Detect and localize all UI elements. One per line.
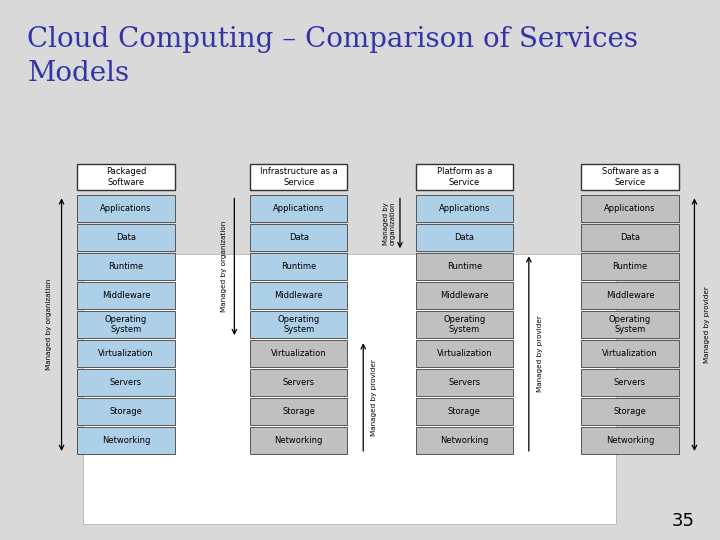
Text: Servers: Servers: [449, 378, 480, 387]
Bar: [78, 340, 174, 367]
Bar: [582, 225, 679, 251]
Bar: [416, 282, 513, 309]
Text: Applications: Applications: [273, 204, 325, 213]
Text: Networking: Networking: [440, 436, 489, 445]
Bar: [251, 195, 347, 222]
Text: Runtime: Runtime: [613, 262, 647, 271]
Bar: [582, 427, 679, 454]
Text: Data: Data: [289, 233, 309, 242]
Bar: [251, 427, 347, 454]
Text: 35: 35: [672, 512, 695, 530]
Text: Managed by provider: Managed by provider: [371, 359, 377, 436]
Bar: [251, 282, 347, 309]
Bar: [251, 312, 347, 338]
Bar: [582, 195, 679, 222]
Text: Operating
System: Operating System: [278, 315, 320, 334]
Bar: [251, 164, 347, 190]
Text: Servers: Servers: [283, 378, 315, 387]
Bar: [416, 399, 513, 425]
Bar: [251, 225, 347, 251]
Bar: [416, 369, 513, 396]
Text: Operating
System: Operating System: [609, 315, 651, 334]
Bar: [78, 164, 174, 190]
Bar: [251, 399, 347, 425]
Text: Operating
System: Operating System: [444, 315, 485, 334]
Bar: [416, 195, 513, 222]
Text: Virtualization: Virtualization: [436, 349, 492, 358]
Text: Software as a
Service: Software as a Service: [601, 167, 659, 187]
Bar: [78, 369, 174, 396]
Bar: [416, 225, 513, 251]
Bar: [582, 399, 679, 425]
Text: Networking: Networking: [274, 436, 323, 445]
Text: Storage: Storage: [613, 407, 647, 416]
Text: Applications: Applications: [100, 204, 152, 213]
Text: Virtualization: Virtualization: [271, 349, 327, 358]
Text: Virtualization: Virtualization: [602, 349, 658, 358]
Text: Runtime: Runtime: [109, 262, 143, 271]
Text: Networking: Networking: [102, 436, 150, 445]
Text: Virtualization: Virtualization: [98, 349, 154, 358]
Text: Cloud Computing – Comparison of Services
Models: Cloud Computing – Comparison of Services…: [27, 26, 639, 86]
Bar: [416, 253, 513, 280]
Text: Data: Data: [116, 233, 136, 242]
Bar: [251, 369, 347, 396]
Bar: [78, 195, 174, 222]
Bar: [78, 427, 174, 454]
Text: Networking: Networking: [606, 436, 654, 445]
Text: Packaged
Software: Packaged Software: [106, 167, 146, 187]
Bar: [416, 312, 513, 338]
Bar: [78, 312, 174, 338]
Text: Middleware: Middleware: [274, 291, 323, 300]
Bar: [582, 282, 679, 309]
Text: Runtime: Runtime: [447, 262, 482, 271]
Text: Managed by organization: Managed by organization: [46, 279, 53, 370]
Text: Managed by provider: Managed by provider: [536, 315, 543, 392]
Bar: [582, 369, 679, 396]
Text: Managed by provider: Managed by provider: [703, 286, 710, 363]
Bar: [416, 340, 513, 367]
Bar: [78, 399, 174, 425]
Text: Platform as a
Service: Platform as a Service: [437, 167, 492, 187]
Bar: [78, 253, 174, 280]
Text: Applications: Applications: [604, 204, 656, 213]
Bar: [582, 340, 679, 367]
Bar: [78, 282, 174, 309]
Text: Middleware: Middleware: [440, 291, 489, 300]
Bar: [251, 340, 347, 367]
Text: Middleware: Middleware: [606, 291, 654, 300]
Text: Storage: Storage: [282, 407, 315, 416]
Text: Infrastructure as a
Service: Infrastructure as a Service: [260, 167, 338, 187]
Bar: [83, 254, 616, 524]
Text: Storage: Storage: [448, 407, 481, 416]
Bar: [582, 312, 679, 338]
Text: Data: Data: [454, 233, 474, 242]
Text: Servers: Servers: [614, 378, 646, 387]
Text: Servers: Servers: [110, 378, 142, 387]
Text: Data: Data: [620, 233, 640, 242]
Bar: [251, 253, 347, 280]
Text: Middleware: Middleware: [102, 291, 150, 300]
Bar: [78, 225, 174, 251]
Bar: [582, 253, 679, 280]
Text: Runtime: Runtime: [282, 262, 316, 271]
Text: Managed by organization: Managed by organization: [220, 221, 227, 312]
Bar: [416, 164, 513, 190]
Text: Managed by
organization: Managed by organization: [382, 201, 396, 245]
Bar: [416, 427, 513, 454]
Bar: [582, 164, 679, 190]
Text: Applications: Applications: [438, 204, 490, 213]
Text: Operating
System: Operating System: [105, 315, 147, 334]
Text: Storage: Storage: [109, 407, 143, 416]
